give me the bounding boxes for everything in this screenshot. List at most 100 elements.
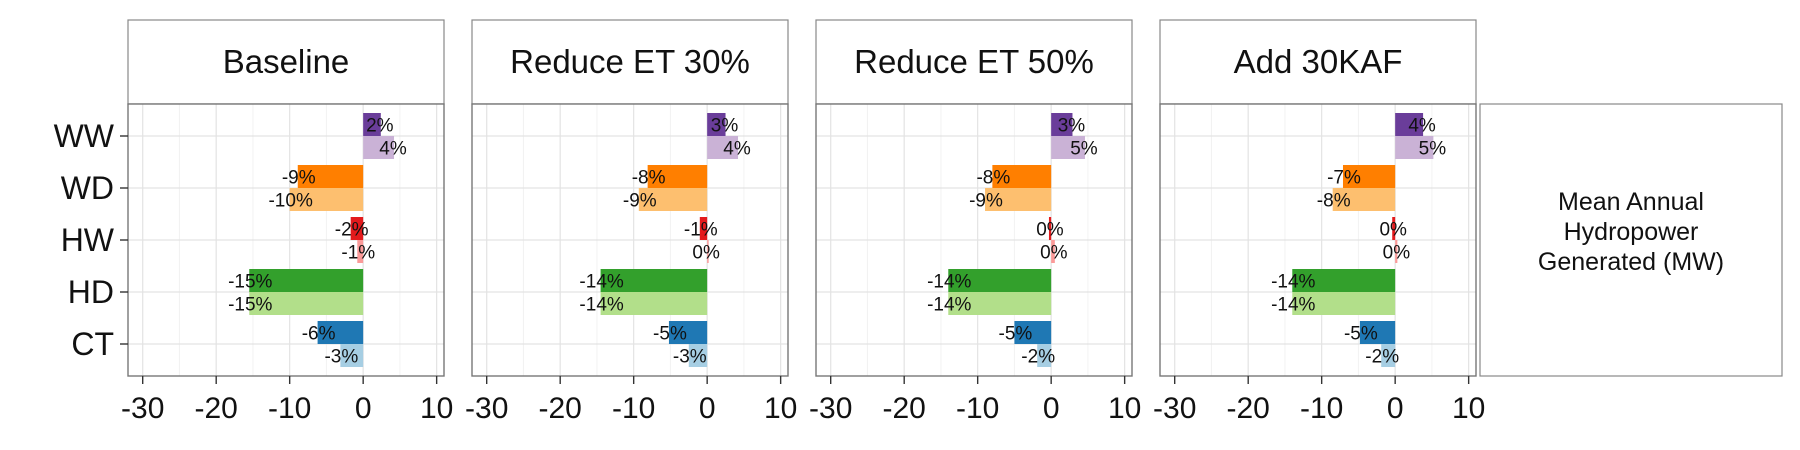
bar-hd (600, 292, 708, 315)
bar-hd (1292, 292, 1396, 315)
bar-ww (1051, 113, 1073, 136)
panel-title: Reduce ET 30% (510, 43, 750, 80)
bar-value-label: -15% (228, 295, 272, 316)
x-tick-label: -30 (1153, 392, 1196, 425)
x-tick-label: -30 (809, 392, 852, 425)
bar-hw (1051, 240, 1055, 263)
x-tick-label: 10 (1452, 392, 1485, 425)
bar-wd (1342, 165, 1396, 188)
panel-title: Add 30KAF (1234, 43, 1403, 80)
bar-hd (600, 269, 708, 292)
panel-title: Reduce ET 50% (854, 43, 1094, 80)
panel: Baseline 2%4% -9%-10% -2%-1% -15%-15% -6%-3% -… (121, 19, 453, 425)
bar-value-label: 0% (1040, 243, 1068, 264)
x-tick-label: -10 (956, 392, 999, 425)
x-tick-label: 0 (1387, 392, 1404, 425)
bar-value-label: -1% (341, 243, 375, 264)
bar-ct (1037, 344, 1052, 367)
bar-hw (699, 217, 708, 240)
bar-wd (647, 165, 708, 188)
bar-value-label: -14% (579, 272, 623, 293)
bar-value-label: 4% (379, 139, 407, 160)
bar-value-label: -3% (324, 347, 358, 368)
bar-value-label: -14% (579, 295, 623, 316)
bar-value-label: -9% (969, 191, 1003, 212)
bar-value-label: 5% (1070, 139, 1098, 160)
bar-value-label: 2% (366, 116, 394, 137)
bar-ww (1051, 136, 1085, 159)
category-label-hd: HD (68, 274, 114, 310)
side-label-line: Mean Annual (1558, 188, 1704, 216)
side-label-line: Hydropower (1564, 218, 1699, 246)
bar-ww (707, 136, 739, 159)
x-tick-label: 0 (355, 392, 372, 425)
chart-panels: Baseline2%4%-9%-10%-2%-1%-15%-15%-6%-3%-… (121, 19, 1485, 425)
bar-ct (1359, 321, 1396, 344)
bar-hd (1292, 269, 1396, 292)
x-tick-label: -30 (465, 392, 508, 425)
x-tick-label: 10 (764, 392, 797, 425)
bar-value-label: -14% (1271, 272, 1315, 293)
bar-value-label: -8% (1317, 191, 1351, 212)
x-tick-label: 0 (1043, 392, 1060, 425)
panel: Reduce ET 50% 3%5% -8%-9% 0%0% -14%-14% -5%-2… (809, 19, 1141, 425)
bar-value-label: 5% (1419, 139, 1447, 160)
bar-wd (992, 165, 1052, 188)
y-axis-category-labels: WW WD HW HD CT (54, 118, 128, 362)
panel: Add 30KAF 4%5% -7%-8% 0%0% -14%-14% -5%-2% -30… (1153, 19, 1485, 425)
bar-value-label: -14% (927, 272, 971, 293)
bar-value-label: -2% (1365, 347, 1399, 368)
x-tick-label: 10 (1108, 392, 1141, 425)
x-tick-label: -10 (268, 392, 311, 425)
bar-wd (289, 188, 364, 211)
bar-hd (948, 269, 1052, 292)
bar-wd (297, 165, 364, 188)
x-tick-label: -20 (1227, 392, 1270, 425)
bar-value-label: -5% (999, 324, 1033, 345)
bar-value-label: -3% (673, 347, 707, 368)
x-tick-label: 10 (420, 392, 453, 425)
panel-strip (471, 19, 789, 105)
panel-strip (1159, 19, 1477, 105)
bar-value-label: 0% (1383, 243, 1411, 264)
bar-value-label: -8% (976, 168, 1010, 189)
bar-value-label: -8% (632, 168, 666, 189)
bar-hd (948, 292, 1052, 315)
category-label-ww: WW (54, 118, 115, 154)
x-tick-label: -20 (539, 392, 582, 425)
bar-value-label: -1% (684, 220, 718, 241)
panel-border (471, 103, 789, 377)
bar-value-label: 0% (1379, 220, 1407, 241)
bar-value-label: -9% (282, 168, 316, 189)
bar-wd (638, 188, 708, 211)
panel: Reduce ET 30%3%4%-8%-9%-1%0%-14%-14%-5%-… (465, 19, 797, 425)
bar-hw (1395, 240, 1398, 263)
bar-value-label: 3% (1058, 116, 1086, 137)
x-tick-label: 0 (699, 392, 716, 425)
bar-ct (1381, 344, 1396, 367)
bar-hd (249, 292, 364, 315)
bar-ct (688, 344, 708, 367)
bar-wd (1332, 188, 1396, 211)
bar-value-label: -14% (927, 295, 971, 316)
bar-hw (707, 240, 709, 263)
side-strip-label: Mean Annual Hydropower Generated (MW) (1538, 188, 1724, 276)
x-tick-label: -30 (121, 392, 164, 425)
x-tick-label: -20 (195, 392, 238, 425)
category-label-wd: WD (61, 170, 114, 206)
panel-strip (815, 19, 1133, 105)
bar-value-label: 3% (711, 116, 739, 137)
bar-value-label: -2% (1021, 347, 1055, 368)
bar-value-label: 0% (1036, 220, 1064, 241)
x-tick-label: -10 (612, 392, 655, 425)
category-label-hw: HW (61, 222, 115, 258)
bar-ct (317, 321, 364, 344)
bar-ww (363, 113, 381, 136)
bar-value-label: -10% (268, 191, 312, 212)
side-strip-box (1479, 103, 1783, 377)
bar-value-label: 0% (692, 243, 720, 264)
bar-hd (249, 269, 364, 292)
bar-value-label: 4% (1408, 116, 1436, 137)
bar-hw (1392, 217, 1396, 240)
